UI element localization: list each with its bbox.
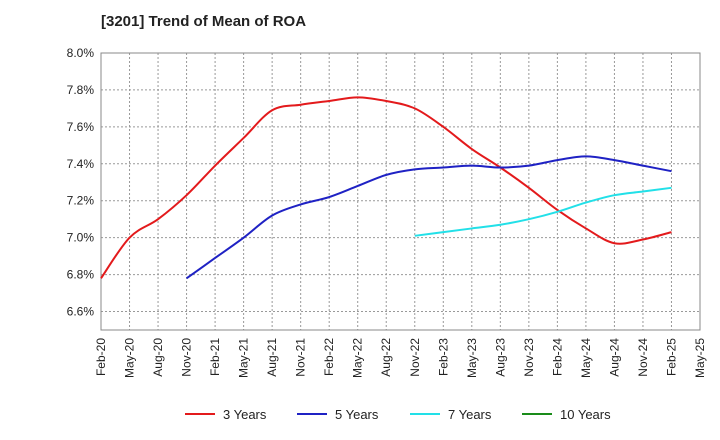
y-tick-label: 7.8%	[67, 83, 95, 97]
series-line-7-years	[414, 186, 672, 237]
x-tick-label: Nov-21	[294, 338, 308, 377]
x-tick-label: Nov-23	[522, 338, 536, 377]
y-tick-label: 8.0%	[67, 46, 95, 60]
series-line-5-years	[185, 155, 672, 280]
x-tick-label: Feb-23	[436, 338, 450, 376]
x-tick-label: Nov-24	[636, 338, 650, 377]
x-tick-label: May-22	[351, 338, 365, 378]
legend-label-5-years: 5 Years	[335, 407, 379, 422]
y-tick-label: 6.8%	[67, 268, 95, 282]
x-tick-label: Aug-23	[493, 338, 507, 377]
x-tick-label: Aug-21	[265, 338, 279, 377]
x-tick-label: May-21	[237, 338, 251, 378]
legend-label-3-years: 3 Years	[223, 407, 267, 422]
x-tick-label: Feb-25	[664, 338, 678, 376]
x-tick-label: Feb-24	[550, 338, 564, 376]
x-tick-label: Feb-20	[94, 338, 108, 376]
legend-label-7-years: 7 Years	[448, 407, 492, 422]
x-tick-label: May-20	[123, 338, 137, 378]
y-tick-label: 6.6%	[67, 305, 95, 319]
y-tick-label: 7.6%	[67, 120, 95, 134]
x-tick-label: May-23	[465, 338, 479, 378]
y-tick-label: 7.4%	[67, 157, 95, 171]
y-axis: 6.6% 6.8% 7.0% 7.2% 7.4% 7.6% 7.8% 8.0%	[67, 46, 95, 319]
x-tick-label: May-25	[693, 338, 707, 378]
x-tick-label: Aug-20	[151, 338, 165, 377]
chart-title: [3201] Trend of Mean of ROA	[101, 13, 306, 30]
plot-area	[100, 52, 701, 331]
series-lines	[100, 96, 672, 280]
series-line-3-years	[100, 96, 672, 279]
legend: 3 Years 5 Years 7 Years 10 Years	[185, 407, 611, 422]
x-tick-label: Feb-22	[322, 338, 336, 376]
x-tick-label: Aug-22	[379, 338, 393, 377]
x-tick-label: Nov-20	[180, 338, 194, 377]
x-tick-label: May-24	[579, 338, 593, 378]
x-axis: Feb-20 May-20 Aug-20 Nov-20 Feb-21 May-21 Aug-…	[94, 338, 707, 378]
x-tick-label: Nov-22	[408, 338, 422, 377]
x-tick-label: Feb-21	[208, 338, 222, 376]
y-tick-label: 7.0%	[67, 231, 95, 245]
x-tick-label: Aug-24	[607, 338, 621, 377]
y-tick-label: 7.2%	[67, 194, 95, 208]
legend-label-10-years: 10 Years	[560, 407, 611, 422]
